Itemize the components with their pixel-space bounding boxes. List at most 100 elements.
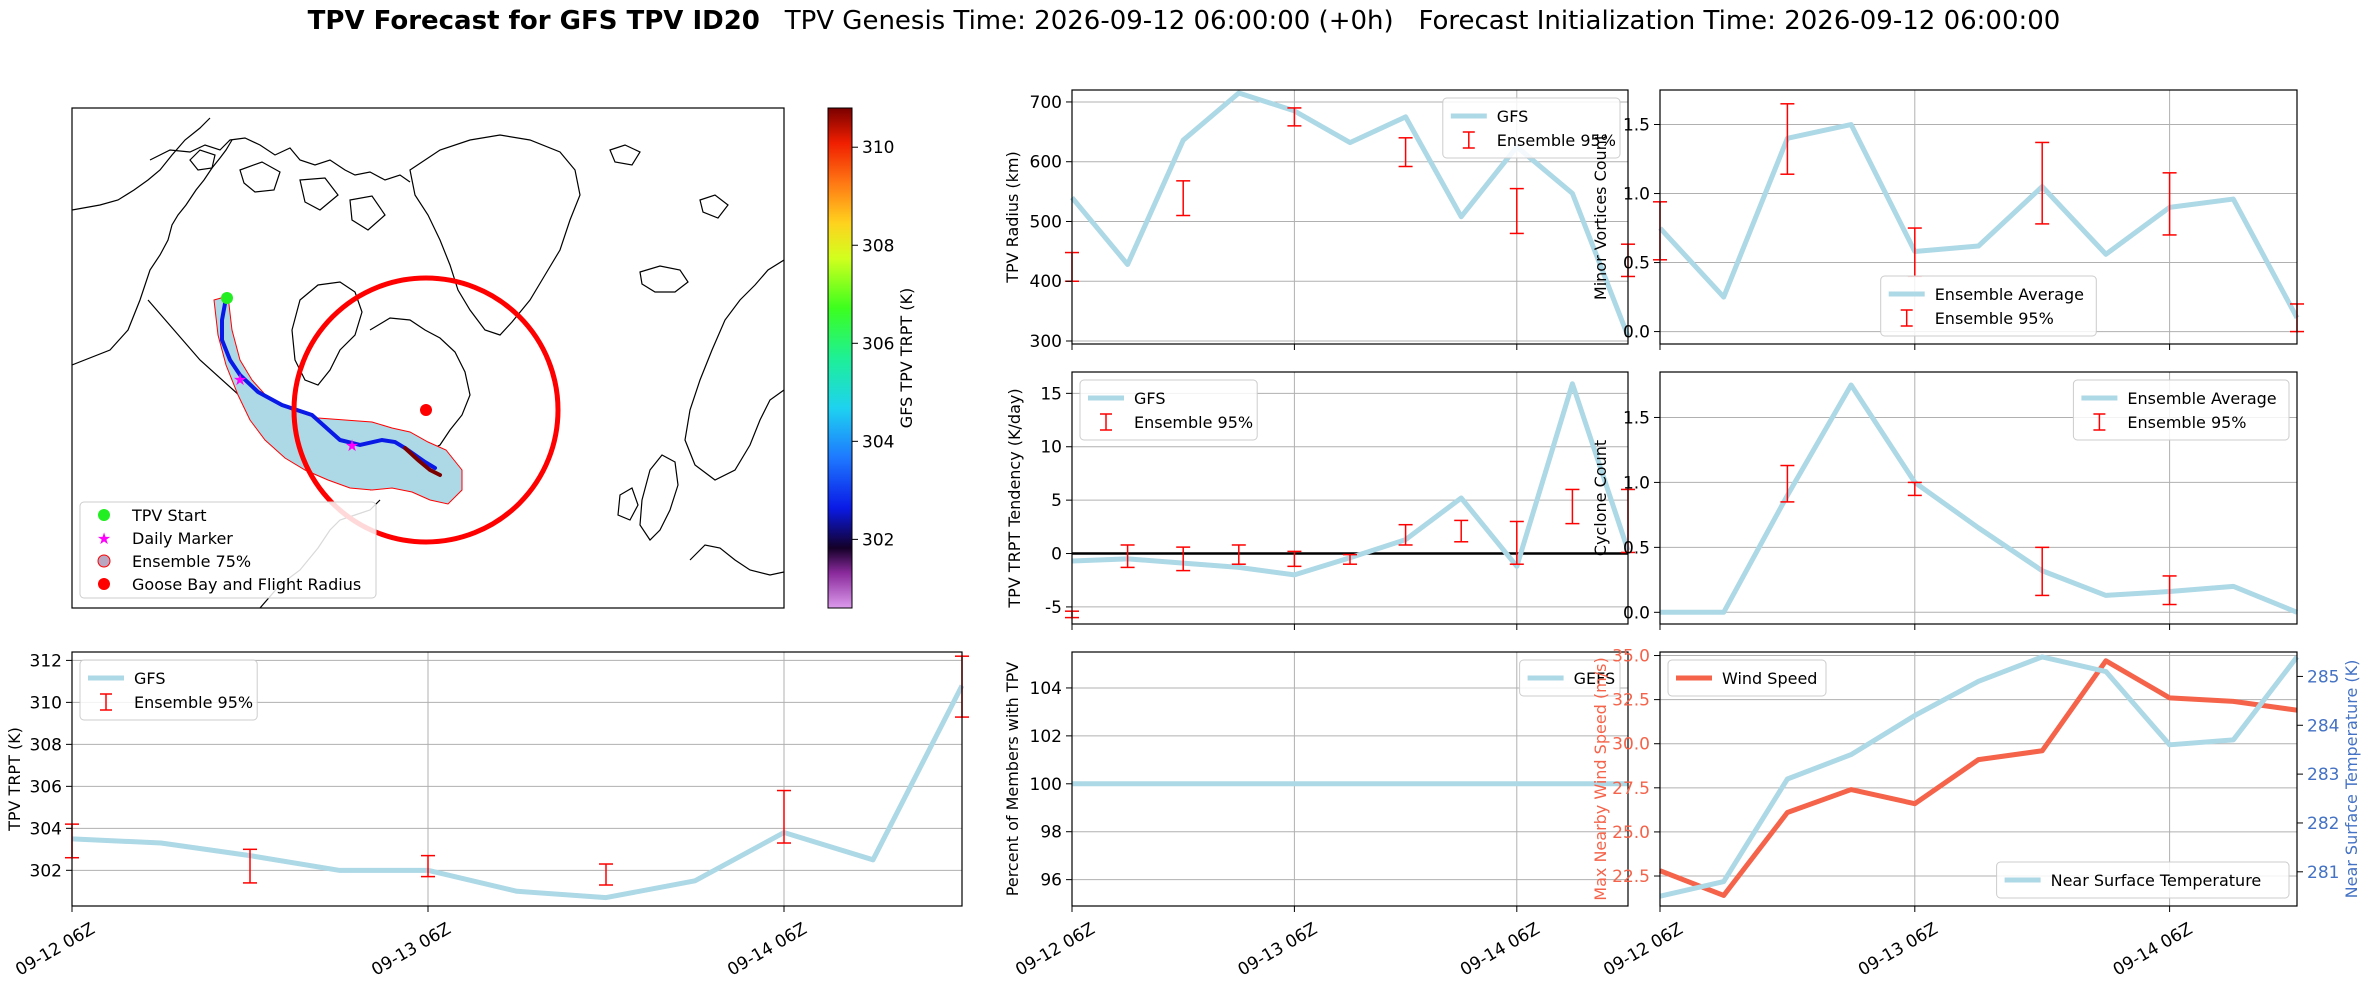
colorbar-ramp bbox=[827, 107, 853, 609]
y-tick-label: 500 bbox=[1030, 212, 1062, 232]
y2-tick-label: 284 bbox=[2307, 716, 2339, 736]
legend-label: Ensemble 95% bbox=[1497, 131, 1616, 150]
axes-frame bbox=[1071, 651, 1629, 907]
coast-iceland bbox=[639, 265, 689, 293]
error-bar bbox=[1509, 520, 1524, 565]
title-bold: TPV Forecast for GFS TPV ID20 bbox=[307, 6, 760, 36]
chart-panels: 300 400 500 600 700 TPV Radius (km) GFS Ensembl… bbox=[5, 89, 2361, 980]
colorbar-tick-label: 304 bbox=[862, 432, 894, 452]
error-bar bbox=[2162, 575, 2177, 606]
x-tick-label: 09-12 06Z bbox=[1012, 919, 1098, 980]
y-tick-label: 0.0 bbox=[1623, 323, 1650, 343]
chart-legend: Ensemble Average Ensemble 95% bbox=[1880, 275, 2097, 337]
legend-label: Ensemble 95% bbox=[2127, 413, 2246, 432]
y-axis-label: TPV Radius (km) bbox=[1003, 151, 1022, 284]
y-tick-label: 32.5 bbox=[1612, 691, 1650, 711]
y2-tick-label: 283 bbox=[2307, 765, 2339, 785]
x-tick-label: 09-13 06Z bbox=[1855, 919, 1941, 980]
legend-label: Wind Speed bbox=[1722, 669, 1817, 688]
y-tick-label: 1.0 bbox=[1623, 185, 1650, 205]
x-tick-label: 09-12 06Z bbox=[1600, 919, 1686, 980]
chart-trpt: 302 304 306 308 310 312 TPV TRPT (K) 09-12 06Z 0… bbox=[5, 651, 969, 980]
y-tick-label: 35.0 bbox=[1612, 647, 1650, 667]
chart-radius: 300 400 500 600 700 TPV Radius (km) GFS Ensembl… bbox=[1003, 89, 1635, 352]
coast-scandinavia bbox=[684, 259, 784, 481]
error-bar bbox=[1780, 464, 1795, 503]
error-bar bbox=[1398, 137, 1413, 168]
error-bar bbox=[777, 789, 791, 844]
x-tick-label: 09-12 06Z bbox=[12, 919, 98, 980]
error-bar bbox=[1454, 519, 1469, 543]
error-bar bbox=[1343, 553, 1357, 565]
y-tick-label: 27.5 bbox=[1612, 779, 1650, 799]
colorbar-tick-label: 310 bbox=[862, 138, 894, 158]
y-tick-label: 1.0 bbox=[1623, 473, 1650, 493]
y-tick-label: 5 bbox=[1051, 491, 1062, 511]
figure-title: TPV Forecast for GFS TPV ID20 TPV Genesi… bbox=[0, 6, 2368, 36]
y-axis-label: Minor Vortices Count bbox=[1591, 134, 1610, 300]
legend-tpv-start-icon bbox=[98, 509, 110, 521]
legend-box bbox=[1996, 861, 2290, 899]
tpv-start-marker bbox=[221, 292, 233, 304]
y-tick-label: 30.0 bbox=[1612, 735, 1650, 755]
x-tick-label: 09-13 06Z bbox=[1235, 919, 1321, 980]
legend-box bbox=[1667, 659, 1827, 697]
error-bar bbox=[1907, 481, 1922, 497]
axes-frame bbox=[1071, 89, 1629, 345]
legend-goose-bay: Goose Bay and Flight Radius bbox=[132, 575, 361, 594]
y-tick-label: 300 bbox=[1030, 332, 1062, 352]
legend-goose-bay-icon bbox=[98, 578, 110, 590]
goose-bay-marker bbox=[420, 404, 432, 416]
coast-island-b bbox=[239, 161, 281, 193]
y-tick-label: 96 bbox=[1040, 871, 1062, 891]
coast-europe bbox=[689, 544, 784, 576]
x-tick-label: 09-14 06Z bbox=[724, 919, 810, 980]
daily-marker-1: ★ bbox=[233, 370, 247, 389]
error-bar bbox=[599, 863, 613, 886]
y-tick-label: 304 bbox=[30, 819, 62, 839]
y-tick-label: 22.5 bbox=[1612, 867, 1650, 887]
error-bar bbox=[1287, 107, 1302, 127]
coast-norway-islands bbox=[699, 194, 729, 219]
chart-legend: Ensemble Average Ensemble 95% bbox=[2072, 379, 2290, 441]
error-bar bbox=[1231, 544, 1246, 565]
legend-box bbox=[1079, 379, 1258, 441]
legend-daily-marker-icon: ★ bbox=[97, 529, 111, 548]
y2-tick-label: 285 bbox=[2307, 667, 2339, 687]
x-tick-label: 09-14 06Z bbox=[2110, 919, 2196, 980]
error-bar bbox=[1176, 180, 1191, 217]
y-tick-label: 102 bbox=[1030, 727, 1062, 747]
y-tick-label: 700 bbox=[1030, 93, 1062, 113]
legend-label: Ensemble Average bbox=[1935, 285, 2084, 304]
y-tick-label: 25.0 bbox=[1612, 823, 1650, 843]
map-legend: TPV Start ★ Daily Marker Ensemble 75% Go… bbox=[79, 501, 377, 599]
legend-box bbox=[2072, 379, 2290, 441]
map-panel: ★ ★ TPV Start ★ Daily Marker Ensemble 75… bbox=[71, 107, 916, 609]
coast-island-d bbox=[349, 195, 386, 231]
coast-arctic-islands bbox=[149, 137, 411, 183]
chart-legend: GFS Ensemble 95% bbox=[1442, 97, 1621, 159]
chart-legend: GFS Ensemble 95% bbox=[79, 659, 258, 721]
axes-frame bbox=[1071, 371, 1629, 625]
y-tick-label: 0.0 bbox=[1623, 603, 1650, 623]
colorbar-tick-label: 308 bbox=[862, 236, 894, 256]
error-bar bbox=[1398, 523, 1413, 546]
axes-frame bbox=[1659, 651, 2298, 907]
y-tick-label: 600 bbox=[1030, 153, 1062, 173]
daily-marker-2: ★ bbox=[345, 436, 359, 455]
map-legend-box bbox=[79, 501, 377, 599]
coast-island-a bbox=[189, 149, 216, 171]
colorbar: 302 304 306 308 310 GFS TPV TRPT (K) bbox=[827, 107, 916, 609]
legend-label: Ensemble 95% bbox=[134, 693, 253, 712]
colorbar-label: GFS TPV TRPT (K) bbox=[897, 288, 916, 428]
chart-cyclone: 0.0 0.5 1.0 1.5 Cyclone Count Ensemble Averag… bbox=[1591, 371, 2298, 630]
error-bar bbox=[1287, 550, 1302, 568]
y-tick-label: 306 bbox=[30, 777, 62, 797]
colorbar-tick-label: 306 bbox=[862, 334, 894, 354]
chart-legend: GEFS bbox=[1519, 659, 1621, 697]
legend-box bbox=[1442, 97, 1621, 159]
legend-box bbox=[1519, 659, 1621, 697]
y-tick-label: 10 bbox=[1040, 438, 1062, 458]
y-tick-label: 98 bbox=[1040, 823, 1062, 843]
y-tick-label: 312 bbox=[30, 651, 62, 671]
